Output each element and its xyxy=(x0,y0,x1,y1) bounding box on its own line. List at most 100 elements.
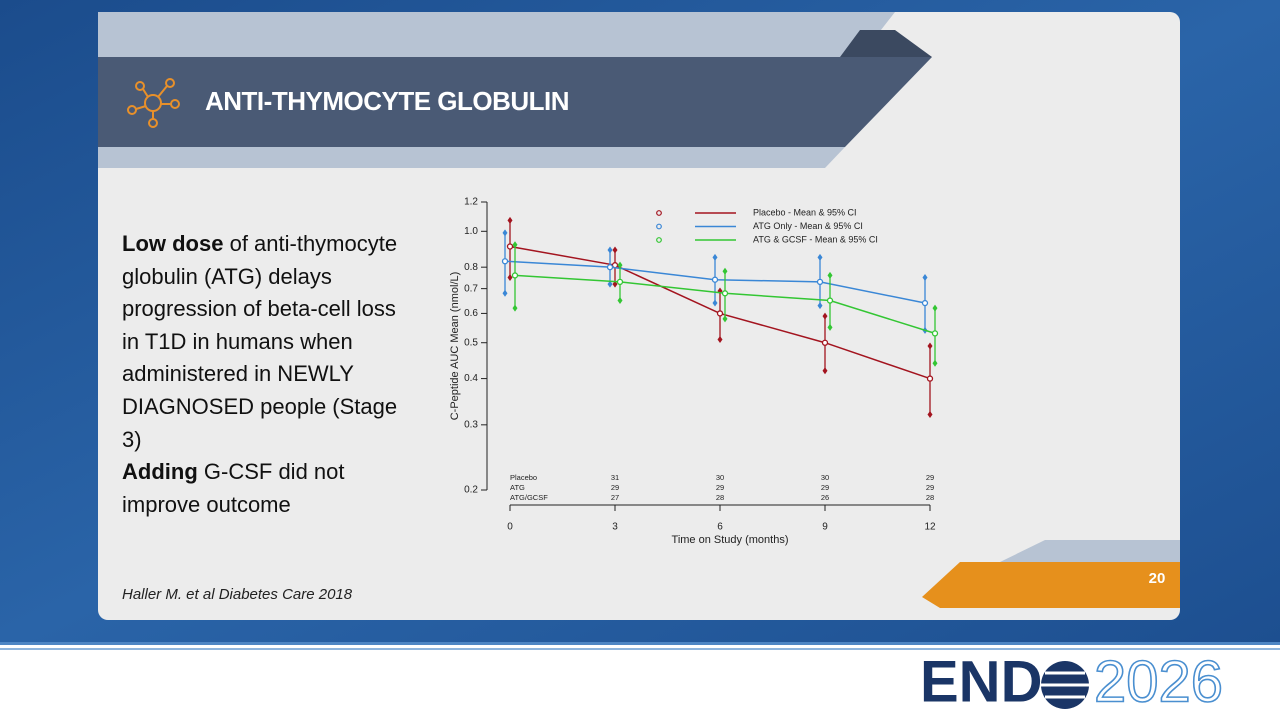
ci-end xyxy=(507,274,513,282)
mean-point xyxy=(716,310,724,317)
ci-end xyxy=(817,253,823,261)
footer-rule xyxy=(0,642,1280,645)
risk-row-label: ATG/GCSF xyxy=(510,493,548,502)
header-accent xyxy=(840,30,932,57)
risk-count: 29 xyxy=(926,483,934,492)
ci-end xyxy=(607,246,613,254)
ci-end xyxy=(717,336,723,344)
risk-count: 29 xyxy=(611,483,619,492)
mean-point xyxy=(506,243,514,250)
y-tick-label: 1.0 xyxy=(464,226,478,237)
ci-end xyxy=(932,304,938,312)
ci-end xyxy=(722,315,728,323)
ci-end xyxy=(932,359,938,367)
mean-point xyxy=(816,278,824,286)
mean-point xyxy=(921,299,929,307)
logo-globe xyxy=(1041,661,1089,709)
footer-rule xyxy=(0,648,1280,650)
legend-label: ATG Only - Mean & 95% CI xyxy=(753,221,863,231)
ci-end xyxy=(927,410,933,418)
legend-marker xyxy=(656,237,662,243)
y-axis-label: C-Peptide AUC Mean (nmol/L) xyxy=(449,272,461,421)
x-tick-label: 3 xyxy=(612,522,618,533)
paragraph: Adding G-CSF did not improve outcome xyxy=(122,456,407,521)
text: G-CSF did not improve outcome xyxy=(122,459,345,517)
ci-end xyxy=(612,246,618,254)
page-band-top xyxy=(1000,540,1180,562)
y-tick-label: 0.6 xyxy=(464,308,478,319)
header-band-bottom xyxy=(98,147,845,168)
x-tick-label: 9 xyxy=(822,522,828,533)
legend-marker xyxy=(656,210,662,216)
ci-end xyxy=(617,261,623,269)
ci-end xyxy=(822,312,828,320)
x-axis-label: Time on Study (months) xyxy=(672,534,789,546)
ci-end xyxy=(927,342,933,350)
ci-end xyxy=(827,323,833,331)
bold-text: Low dose xyxy=(122,231,224,256)
risk-count: 29 xyxy=(821,483,829,492)
slide-title: ANTI-THYMOCYTE GLOBULIN xyxy=(205,86,569,116)
legend-label: ATG & GCSF - Mean & 95% CI xyxy=(753,234,878,244)
risk-count: 26 xyxy=(821,493,829,502)
y-tick-label: 0.8 xyxy=(464,262,478,273)
ci-end xyxy=(712,299,718,307)
ci-end xyxy=(607,280,613,288)
logo-right: 2026 xyxy=(1094,649,1223,714)
page-number: 20 xyxy=(1149,570,1166,587)
logo-left: END xyxy=(920,649,1042,714)
mean-point xyxy=(616,278,624,286)
x-tick-label: 6 xyxy=(717,522,723,533)
ci-end xyxy=(512,304,518,312)
header-band xyxy=(98,57,932,147)
y-tick-label: 1.2 xyxy=(464,197,478,208)
legend-marker xyxy=(656,223,662,230)
ci-end xyxy=(712,253,718,261)
ci-end xyxy=(617,297,623,305)
ci-end xyxy=(507,216,513,224)
x-tick-label: 0 xyxy=(507,522,513,533)
ci-end xyxy=(502,229,508,237)
y-tick-label: 0.2 xyxy=(464,485,478,496)
page-band xyxy=(922,562,1180,608)
risk-count: 30 xyxy=(821,473,829,482)
mean-point xyxy=(821,339,829,346)
x-tick-label: 12 xyxy=(924,522,936,533)
bold-text: Adding xyxy=(122,459,198,485)
mean-point xyxy=(931,330,939,337)
mean-point xyxy=(826,297,834,304)
mean-point xyxy=(721,290,729,297)
risk-row-label: Placebo xyxy=(510,473,537,482)
legend-label: Placebo - Mean & 95% CI xyxy=(753,207,857,217)
y-tick-label: 0.4 xyxy=(464,373,478,384)
risk-count: 29 xyxy=(716,483,724,492)
ci-end xyxy=(512,241,518,249)
mean-point xyxy=(606,264,614,271)
ci-end xyxy=(922,274,928,282)
chart: 0.2 0.3 0.4 0.5 0.6 0.7 0.8 1.0 1.2 0 3 6 9 12 Time on… xyxy=(449,197,939,546)
risk-count: 29 xyxy=(926,473,934,482)
y-tick-label: 0.7 xyxy=(464,283,478,294)
citation: Haller M. et al Diabetes Care 2018 xyxy=(122,586,353,603)
mean-point xyxy=(511,272,519,279)
ci-end xyxy=(817,302,823,310)
header-band-top xyxy=(98,12,895,57)
ci-end xyxy=(502,289,508,297)
risk-count: 31 xyxy=(611,473,619,482)
ci-end xyxy=(722,267,728,275)
mean-point xyxy=(926,375,934,382)
ci-end xyxy=(827,271,833,279)
header-icon xyxy=(127,78,180,128)
risk-count: 28 xyxy=(926,493,934,502)
risk-count: 27 xyxy=(611,493,619,502)
paragraph: Low dose of anti-thymocyte globulin (ATG… xyxy=(122,228,407,456)
risk-count: 28 xyxy=(716,493,724,502)
text: of anti-thymocyte globulin (ATG) delays … xyxy=(122,231,398,452)
risk-row-label: ATG xyxy=(510,483,525,492)
risk-count: 30 xyxy=(716,473,724,482)
mean-point xyxy=(501,258,509,265)
y-tick-label: 0.3 xyxy=(464,419,478,430)
y-tick-label: 0.5 xyxy=(464,337,478,348)
